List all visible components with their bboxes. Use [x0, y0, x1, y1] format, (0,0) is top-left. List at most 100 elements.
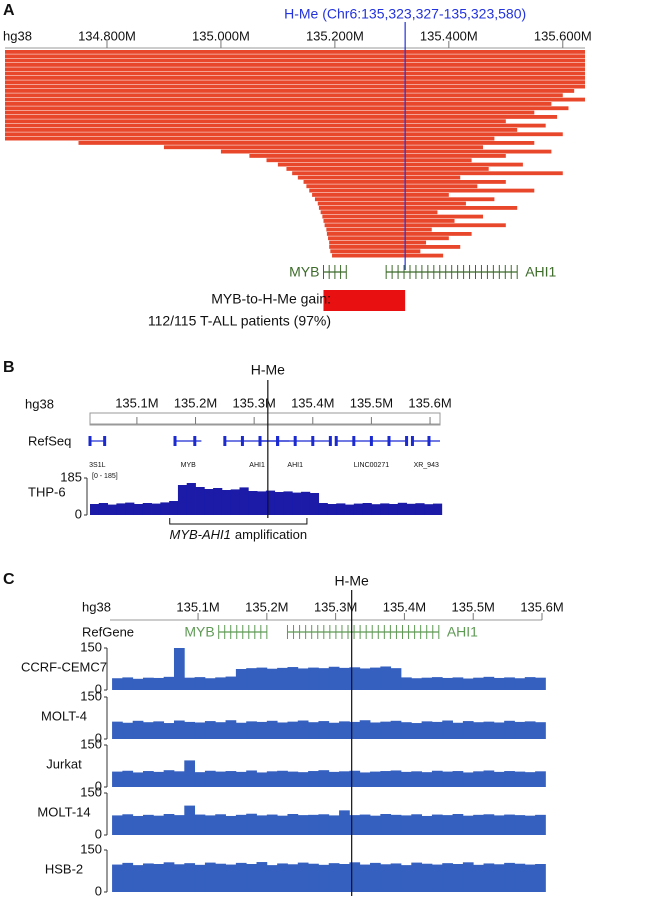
y-tick-label: 0 [75, 506, 82, 521]
coverage-bin [184, 677, 196, 690]
coverage-bin [248, 491, 258, 515]
patient-segment [322, 214, 484, 219]
coverage-bin [411, 814, 423, 835]
coverage-bin [122, 770, 134, 787]
coverage-bin [514, 771, 526, 787]
exon [223, 436, 227, 446]
exon [387, 436, 391, 446]
marker-label: H-Me [251, 362, 285, 378]
coverage-bin [297, 862, 309, 892]
coverage-bin [388, 504, 399, 515]
coverage-bin [328, 815, 340, 835]
exon [405, 436, 409, 446]
coverage-bin [163, 770, 175, 787]
coverage-bin [452, 864, 464, 892]
patient-segment [5, 54, 585, 59]
coverage-bin [370, 771, 381, 787]
y-tick-label: 0 [95, 826, 102, 841]
patient-segment [312, 193, 449, 197]
coverage-bin [336, 503, 346, 515]
coverage-bin [112, 864, 123, 892]
y-tick-label: 150 [80, 784, 102, 799]
exon [410, 436, 414, 446]
coverage-bin [215, 863, 226, 892]
coverage-bin [221, 490, 232, 515]
genome-label: hg38 [3, 28, 32, 43]
patient-segment [309, 188, 535, 193]
coverage-bin [225, 864, 237, 892]
coverage-bin [400, 771, 412, 787]
coverage-bin [246, 813, 257, 835]
coverage-bin [266, 720, 278, 739]
coverage-bin [349, 667, 361, 690]
coverage-bin [215, 677, 226, 690]
patient-segment [332, 253, 444, 258]
coverage-bin [473, 864, 484, 892]
coverage-bin [153, 677, 165, 690]
coverage-bin [194, 772, 206, 787]
coverage-bin [230, 489, 240, 515]
x-tick-label: 135.3M [232, 395, 275, 410]
coverage-bin [452, 771, 464, 787]
panel-label: C [3, 571, 15, 588]
patient-segment [5, 128, 518, 132]
coverage-bin [514, 863, 526, 892]
coverage-bin [277, 863, 288, 892]
coverage-bin [504, 771, 515, 787]
coverage-bin [256, 862, 268, 892]
y-tick-label: 0 [95, 883, 102, 898]
coverage-bin [256, 721, 268, 739]
panel-label: B [3, 359, 15, 376]
exon [258, 436, 262, 446]
coverage-bin [301, 491, 311, 515]
patient-segment [318, 206, 518, 210]
coverage-bin [132, 772, 144, 787]
coverage-bin [359, 814, 371, 835]
coverage-bin [535, 814, 546, 835]
patient-segment [5, 136, 495, 141]
coverage-bin [524, 721, 536, 739]
coverage-bin [195, 487, 205, 515]
coverage-bin [535, 771, 546, 787]
coverage-bin [287, 667, 299, 690]
genome-label: hg38 [82, 599, 111, 614]
coverage-bin [112, 721, 123, 739]
coverage-bin [462, 678, 474, 690]
coverage-bin [400, 677, 412, 690]
coverage-bin [277, 770, 288, 787]
coverage-bin [277, 722, 288, 739]
coverage-bin [287, 721, 299, 739]
coverage-bin [514, 815, 526, 835]
patient-segment [5, 50, 585, 54]
coverage-bin [122, 814, 134, 835]
coverage-bin [142, 503, 152, 515]
patient-segment [5, 93, 563, 98]
coverage-bin [143, 814, 154, 835]
coverage-bin [204, 770, 216, 787]
coverage-bin [318, 864, 330, 892]
coverage-bin [215, 814, 226, 835]
coverage-bin [421, 863, 433, 892]
coverage-bin [297, 815, 309, 835]
coverage-bin [514, 678, 526, 690]
patient-segment [323, 219, 455, 223]
patient-segment [5, 76, 585, 80]
coverage-bin [143, 677, 154, 690]
coverage-bin [504, 862, 515, 892]
coverage-bin [483, 863, 495, 892]
marker-label: H-Me (Chr6:135,323,327-135,323,580) [284, 6, 526, 22]
exon [173, 436, 177, 446]
coverage-bin [483, 770, 495, 787]
coverage-bin [339, 864, 350, 892]
exon [427, 436, 431, 446]
coverage-bin [473, 814, 484, 835]
gene-label: LINC00271 [354, 462, 390, 469]
coverage-bin [184, 760, 196, 787]
coverage-bin [153, 771, 165, 787]
track-name: MOLT-14 [37, 804, 90, 819]
coverage-bin [308, 814, 319, 835]
coverage-bin [235, 771, 247, 787]
coverage-bin [308, 771, 319, 787]
